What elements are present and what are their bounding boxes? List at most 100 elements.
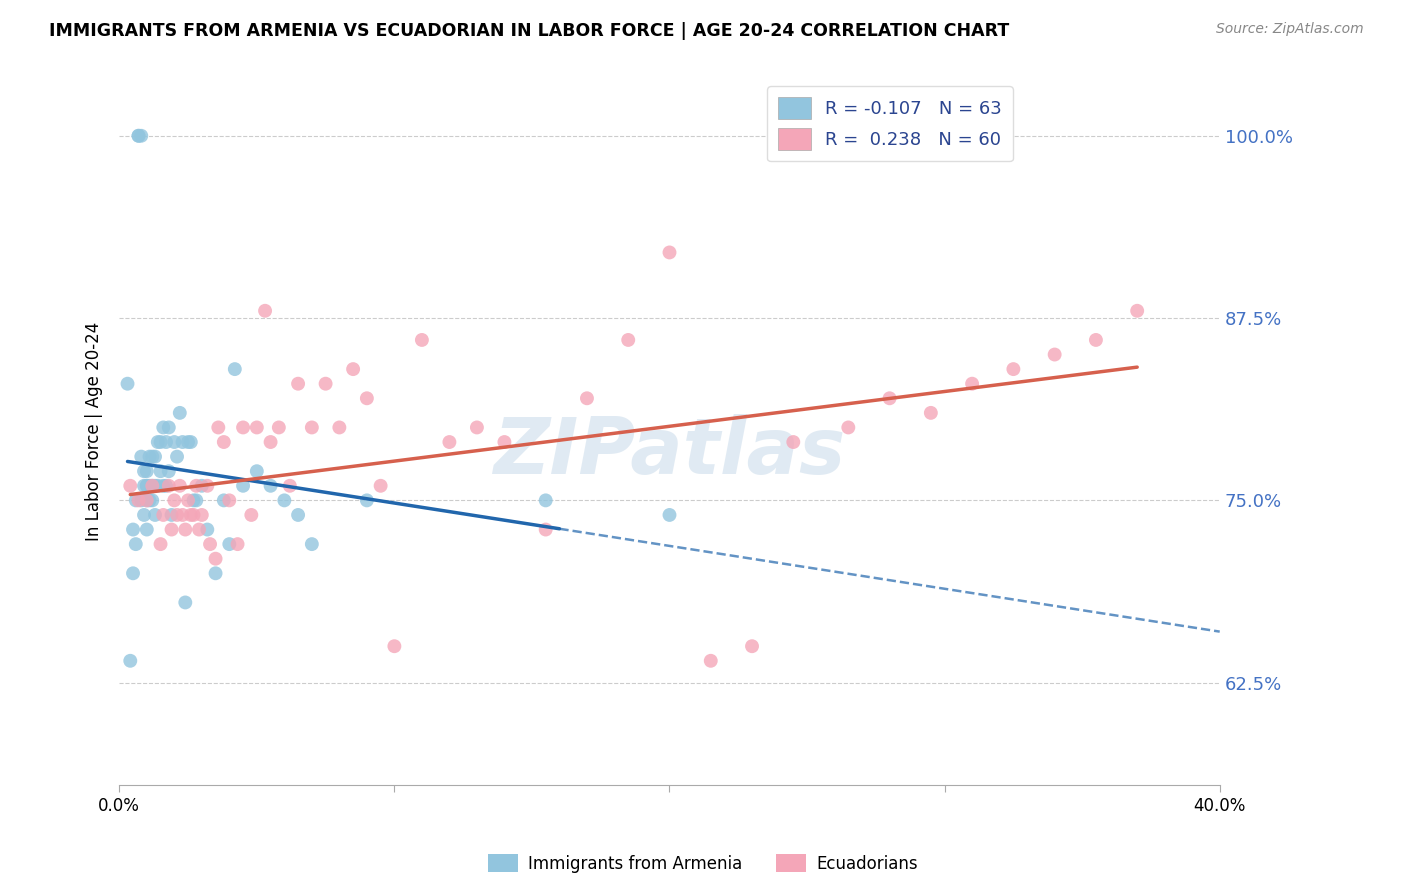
Point (146, 479, 169, 493)
Point (658, 508, 681, 522)
Point (342, 362, 364, 376)
Point (141, 493, 163, 508)
Point (132, 479, 155, 493)
Point (149, 464, 172, 478)
Point (267, 420, 290, 434)
Point (135, 493, 157, 508)
Point (315, 376, 337, 391)
Point (138, 493, 160, 508)
Point (226, 537, 249, 551)
Point (160, 523, 183, 537)
Point (125, 493, 148, 508)
Point (117, 376, 139, 391)
Point (232, 479, 254, 493)
Point (129, 128, 152, 143)
Point (120, 654, 142, 668)
Point (575, 392, 598, 406)
Point (1043, 347, 1066, 361)
Point (180, 508, 202, 522)
Point (465, 420, 488, 434)
Point (174, 523, 197, 537)
Point (128, 493, 150, 508)
Point (259, 479, 281, 493)
Point (157, 479, 180, 493)
Point (172, 435, 194, 450)
Point (287, 376, 309, 391)
Point (356, 392, 378, 406)
Point (1002, 362, 1025, 376)
Text: Source: ZipAtlas.com: Source: ZipAtlas.com (1216, 22, 1364, 37)
Point (232, 420, 254, 434)
Point (328, 420, 350, 434)
Point (129, 493, 152, 508)
Point (155, 479, 177, 493)
Point (135, 493, 157, 508)
Point (1084, 333, 1107, 347)
Point (212, 493, 235, 508)
Point (122, 523, 145, 537)
Point (169, 479, 191, 493)
Point (195, 479, 218, 493)
Point (157, 464, 180, 478)
Point (837, 420, 859, 434)
Legend: Immigrants from Armenia, Ecuadorians: Immigrants from Armenia, Ecuadorians (482, 847, 924, 880)
Point (218, 537, 240, 551)
Point (177, 435, 200, 450)
Point (141, 450, 163, 464)
Point (534, 493, 557, 508)
Point (224, 362, 246, 376)
Point (212, 435, 235, 450)
Point (278, 479, 301, 493)
Point (439, 435, 461, 450)
Point (141, 479, 163, 493)
Point (135, 479, 157, 493)
Point (741, 639, 763, 653)
Point (122, 566, 145, 581)
Point (188, 523, 211, 537)
Point (183, 493, 205, 508)
Point (617, 333, 640, 347)
Point (658, 245, 681, 260)
Point (218, 493, 240, 508)
Point (135, 523, 157, 537)
Point (149, 537, 172, 551)
Text: IMMIGRANTS FROM ARMENIA VS ECUADORIAN IN LABOR FORCE | AGE 20-24 CORRELATION CHA: IMMIGRANTS FROM ARMENIA VS ECUADORIAN IN… (49, 22, 1010, 40)
Point (129, 450, 152, 464)
Point (152, 479, 174, 493)
Point (259, 435, 281, 450)
Point (1126, 303, 1149, 318)
Point (169, 406, 191, 420)
Point (195, 523, 218, 537)
Point (204, 551, 226, 566)
Point (879, 392, 901, 406)
Point (152, 420, 174, 434)
Point (135, 479, 157, 493)
Point (177, 493, 200, 508)
Point (138, 450, 160, 464)
Point (141, 479, 163, 493)
Point (143, 450, 166, 464)
Point (146, 435, 169, 450)
Point (163, 493, 186, 508)
Point (186, 479, 208, 493)
Point (191, 508, 214, 522)
Point (160, 508, 183, 522)
Point (370, 479, 392, 493)
Point (163, 435, 186, 450)
Point (143, 508, 166, 522)
Point (191, 479, 214, 493)
Point (128, 128, 150, 143)
Point (135, 464, 157, 478)
Point (149, 435, 172, 450)
Y-axis label: In Labor Force | Age 20-24: In Labor Force | Age 20-24 (86, 321, 103, 541)
Point (180, 435, 202, 450)
Point (174, 595, 197, 609)
Point (138, 479, 160, 493)
Point (152, 508, 174, 522)
Point (254, 303, 277, 318)
Point (132, 508, 155, 522)
Point (960, 376, 983, 391)
Point (125, 537, 148, 551)
Text: ZIPatlas: ZIPatlas (494, 414, 845, 491)
Point (534, 523, 557, 537)
